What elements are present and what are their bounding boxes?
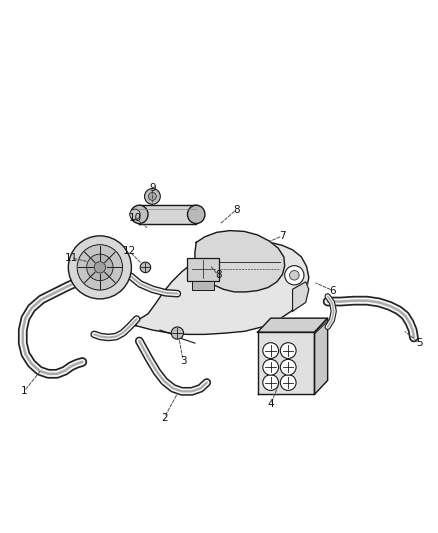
Text: 3: 3 <box>180 356 187 366</box>
Text: 7: 7 <box>279 231 286 241</box>
Polygon shape <box>293 282 309 311</box>
Text: 9: 9 <box>149 183 156 192</box>
FancyBboxPatch shape <box>187 258 219 280</box>
Circle shape <box>280 375 296 391</box>
Text: 11: 11 <box>64 253 78 263</box>
Text: 6: 6 <box>329 286 336 296</box>
Circle shape <box>290 270 299 280</box>
Text: 5: 5 <box>416 338 423 348</box>
Text: 1: 1 <box>21 386 28 397</box>
Circle shape <box>280 343 296 359</box>
Circle shape <box>263 375 279 391</box>
Polygon shape <box>136 241 309 334</box>
Text: 4: 4 <box>267 399 274 409</box>
Ellipse shape <box>187 205 205 223</box>
Polygon shape <box>258 318 328 332</box>
Text: 8: 8 <box>233 205 240 215</box>
Text: 10: 10 <box>129 213 142 223</box>
Circle shape <box>68 236 131 299</box>
Polygon shape <box>139 205 196 223</box>
Text: 12: 12 <box>123 246 136 256</box>
Circle shape <box>280 359 296 375</box>
Text: 2: 2 <box>161 413 168 423</box>
Circle shape <box>87 254 113 280</box>
Text: 8: 8 <box>215 270 222 280</box>
Circle shape <box>285 265 304 285</box>
Polygon shape <box>258 332 314 394</box>
Circle shape <box>94 262 106 273</box>
FancyBboxPatch shape <box>192 280 214 290</box>
Circle shape <box>77 245 123 290</box>
Ellipse shape <box>131 205 148 223</box>
Circle shape <box>148 192 156 200</box>
Circle shape <box>171 327 184 339</box>
Circle shape <box>130 209 140 220</box>
Circle shape <box>263 343 279 359</box>
Circle shape <box>140 262 151 273</box>
Polygon shape <box>314 318 328 394</box>
Polygon shape <box>195 231 285 292</box>
Circle shape <box>263 359 279 375</box>
Circle shape <box>145 189 160 204</box>
